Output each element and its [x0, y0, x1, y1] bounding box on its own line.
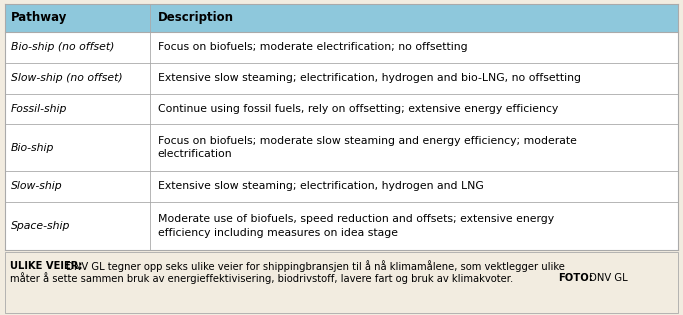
Text: Focus on biofuels; moderate electrification; no offsetting: Focus on biofuels; moderate electrificat… — [158, 43, 467, 52]
Text: Bio-ship: Bio-ship — [11, 143, 55, 152]
Text: DNV GL: DNV GL — [586, 273, 628, 283]
Text: Focus on biofuels; moderate slow steaming and energy efficiency; moderate
electr: Focus on biofuels; moderate slow steamin… — [158, 136, 576, 159]
Bar — [5, 4, 678, 32]
Text: Extensive slow steaming; electrification, hydrogen and LNG: Extensive slow steaming; electrification… — [158, 181, 484, 191]
Text: Extensive slow steaming; electrification, hydrogen and bio-LNG, no offsetting: Extensive slow steaming; electrification… — [158, 73, 581, 83]
Text: Space-ship: Space-ship — [11, 221, 70, 231]
Text: Bio-ship (no offset): Bio-ship (no offset) — [11, 43, 114, 52]
Text: Slow-ship: Slow-ship — [11, 181, 63, 191]
Text: Slow-ship (no offset): Slow-ship (no offset) — [11, 73, 123, 83]
Text: Fossil-ship: Fossil-ship — [11, 104, 68, 114]
Text: Moderate use of biofuels, speed reduction and offsets; extensive energy
efficien: Moderate use of biofuels, speed reductio… — [158, 214, 554, 238]
Text: DNV GL tegner opp seks ulike veier for shippingbransjen til å nå klimamålene, so: DNV GL tegner opp seks ulike veier for s… — [63, 260, 565, 272]
Bar — [5, 4, 678, 250]
Text: ULIKE VEIER:: ULIKE VEIER: — [10, 261, 83, 271]
Text: FOTO:: FOTO: — [558, 273, 593, 283]
Text: Description: Description — [158, 12, 234, 25]
Bar — [5, 252, 678, 313]
Text: måter å sette sammen bruk av energieffektivisering, biodrivstoff, lavere fart og: måter å sette sammen bruk av energieffek… — [10, 272, 513, 284]
Text: Pathway: Pathway — [11, 12, 68, 25]
Text: Continue using fossil fuels, rely on offsetting; extensive energy efficiency: Continue using fossil fuels, rely on off… — [158, 104, 558, 114]
